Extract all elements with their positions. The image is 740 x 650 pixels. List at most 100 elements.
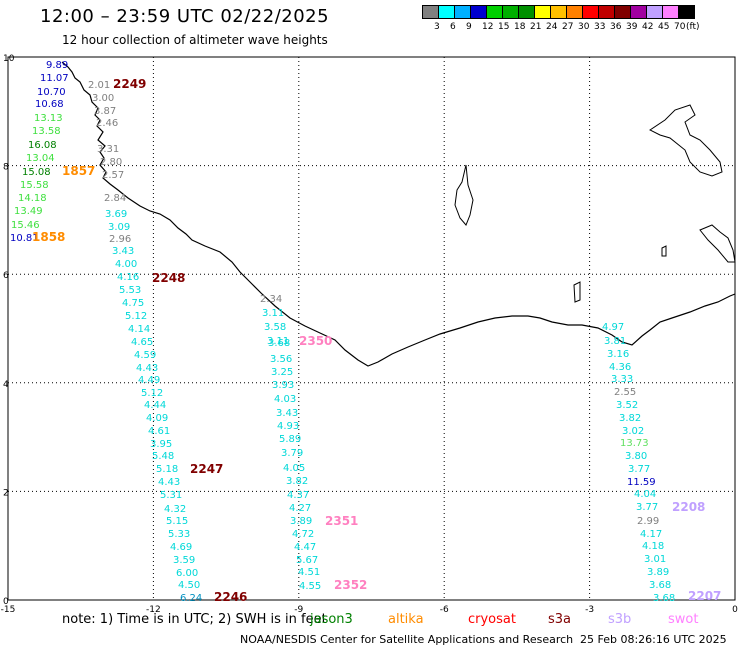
wave-height-label: 3.77 — [636, 502, 658, 513]
wave-height-label: 4.44 — [144, 400, 166, 411]
wave-height-label: 4.04 — [634, 489, 656, 500]
wave-height-label: 4.37 — [287, 490, 309, 501]
wave-height-label: 2.55 — [614, 387, 636, 398]
wave-height-label: 4.97 — [602, 322, 624, 333]
wave-height-label: 6.24 — [180, 593, 202, 604]
wave-height-label: 4.36 — [609, 362, 631, 373]
wave-height-label: 3.89 — [290, 516, 312, 527]
y-tick-label: 2 — [3, 488, 9, 498]
wave-height-label: 3.02 — [622, 426, 644, 437]
colorbar — [422, 5, 695, 19]
wave-height-label: 3.58 — [264, 322, 286, 333]
y-tick-label: 0 — [3, 597, 9, 607]
wave-height-label: 15.08 — [22, 167, 51, 178]
wave-height-label: 4.00 — [115, 259, 137, 270]
wave-height-label: 10.68 — [35, 99, 64, 110]
colorbar-label: 27 — [562, 22, 574, 32]
wave-height-label: 2.57 — [102, 170, 124, 181]
coastline — [61, 61, 736, 367]
wave-height-label: 3.87 — [94, 106, 116, 117]
generation-timestamp: 25 Feb 08:26:16 UTC 2025 — [580, 633, 727, 646]
wave-height-label: 15.58 — [20, 180, 49, 191]
colorbar-label: 12 — [482, 22, 494, 32]
wave-height-label: 3.82 — [619, 413, 641, 424]
wave-height-label: 4.59 — [134, 350, 156, 361]
wave-height-label: 5.15 — [166, 516, 188, 527]
wave-height-label: 13.04 — [26, 153, 55, 164]
footnote-text: note: 1) Time is in UTC; 2) SWH is in fe… — [62, 612, 327, 627]
y-tick-label: 4 — [3, 380, 9, 390]
pass-time-label: 2208 — [672, 500, 705, 514]
wave-height-label: 4.47 — [294, 542, 316, 553]
pass-time-label: 2248 — [152, 271, 185, 285]
wave-height-label: 3.79 — [281, 448, 303, 459]
satellite-legend-item: jason3 — [310, 612, 353, 627]
island-shape — [454, 164, 474, 226]
colorbar-swatch — [678, 5, 695, 19]
x-tick-label: -3 — [585, 605, 594, 615]
wave-height-label: 5.18 — [156, 464, 178, 475]
wave-height-label: 3.33 — [611, 374, 633, 385]
wave-height-label: 4.27 — [289, 503, 311, 514]
wave-height-label: 2.99 — [637, 516, 659, 527]
wave-height-label: 5.12 — [141, 388, 163, 399]
wave-height-label: 3.68 — [653, 593, 675, 604]
island-shape — [699, 224, 736, 263]
wave-height-label: 5.33 — [168, 529, 190, 540]
wave-height-label: 15.46 — [11, 220, 40, 231]
pass-time-label: 2247 — [190, 462, 223, 476]
footnote: note: 1) Time is in UTC; 2) SWH is in fe… — [62, 612, 327, 627]
wave-height-label: 5.89 — [279, 434, 301, 445]
wave-height-label: 13.73 — [620, 438, 649, 449]
wave-height-label: 4.14 — [128, 324, 150, 335]
wave-height-label: 5.67 — [296, 555, 318, 566]
island-shape — [649, 104, 723, 177]
wave-height-label: 3.95 — [150, 439, 172, 450]
pass-time-label: 2246 — [214, 590, 247, 604]
wave-height-label: 2.01 — [88, 80, 110, 91]
wave-height-label: 6.00 — [176, 568, 198, 579]
x-tick-label: -12 — [146, 605, 161, 615]
wave-height-label: 4.32 — [164, 504, 186, 515]
colorbar-label: 42 — [642, 22, 654, 32]
x-tick-label: -6 — [440, 605, 449, 615]
wave-height-label: 4.69 — [170, 542, 192, 553]
wave-height-label: 3.82 — [286, 476, 308, 487]
wave-height-label: 4.72 — [292, 529, 314, 540]
colorbar-label: 6 — [450, 22, 456, 32]
wave-height-label: 4.55 — [299, 581, 321, 592]
wave-height-label: 11.07 — [40, 73, 69, 84]
wave-height-label: 3.59 — [173, 555, 195, 566]
wave-height-label: 9.89 — [46, 60, 68, 71]
wave-height-label: 3.43 — [276, 408, 298, 419]
colorbar-label: (ft) — [686, 22, 700, 32]
wave-height-label: 4.75 — [122, 298, 144, 309]
plot-frame — [7, 56, 736, 601]
wave-height-label: 3.80 — [625, 451, 647, 462]
wave-height-label: 3.43 — [112, 246, 134, 257]
wave-height-label: 5.12 — [125, 311, 147, 322]
satellite-legend-item: altika — [388, 612, 424, 627]
wave-height-label: 3.68 — [268, 338, 290, 349]
wave-height-label: 3.25 — [271, 367, 293, 378]
pass-time-label: 2207 — [688, 589, 721, 603]
wave-height-label: 2.80 — [100, 157, 122, 168]
colorbar-label: 70 — [674, 22, 686, 32]
wave-height-label: 4.16 — [117, 272, 139, 283]
y-tick-label: 6 — [3, 271, 9, 281]
wave-height-label: 11.59 — [627, 477, 656, 488]
satellite-legend-item: swot — [668, 612, 699, 627]
wave-height-label: 5.53 — [119, 285, 141, 296]
satellite-legend-item: s3a — [548, 612, 572, 627]
wave-height-label: 10.81 — [10, 233, 39, 244]
wave-height-label: 3.77 — [628, 464, 650, 475]
wave-height-label: 2.34 — [260, 294, 282, 305]
credit-line: NOAA/NESDIS Center for Satellite Applica… — [240, 633, 574, 646]
wave-height-label: 13.49 — [14, 206, 43, 217]
wave-height-label: 3.68 — [649, 580, 671, 591]
axis-ticks: -15 -12 -9 -6 -3 0 0 2 4 6 8 10 — [1, 54, 738, 615]
satellite-legend-item: s3b — [608, 612, 632, 627]
pass-time-label: 2249 — [113, 77, 146, 91]
